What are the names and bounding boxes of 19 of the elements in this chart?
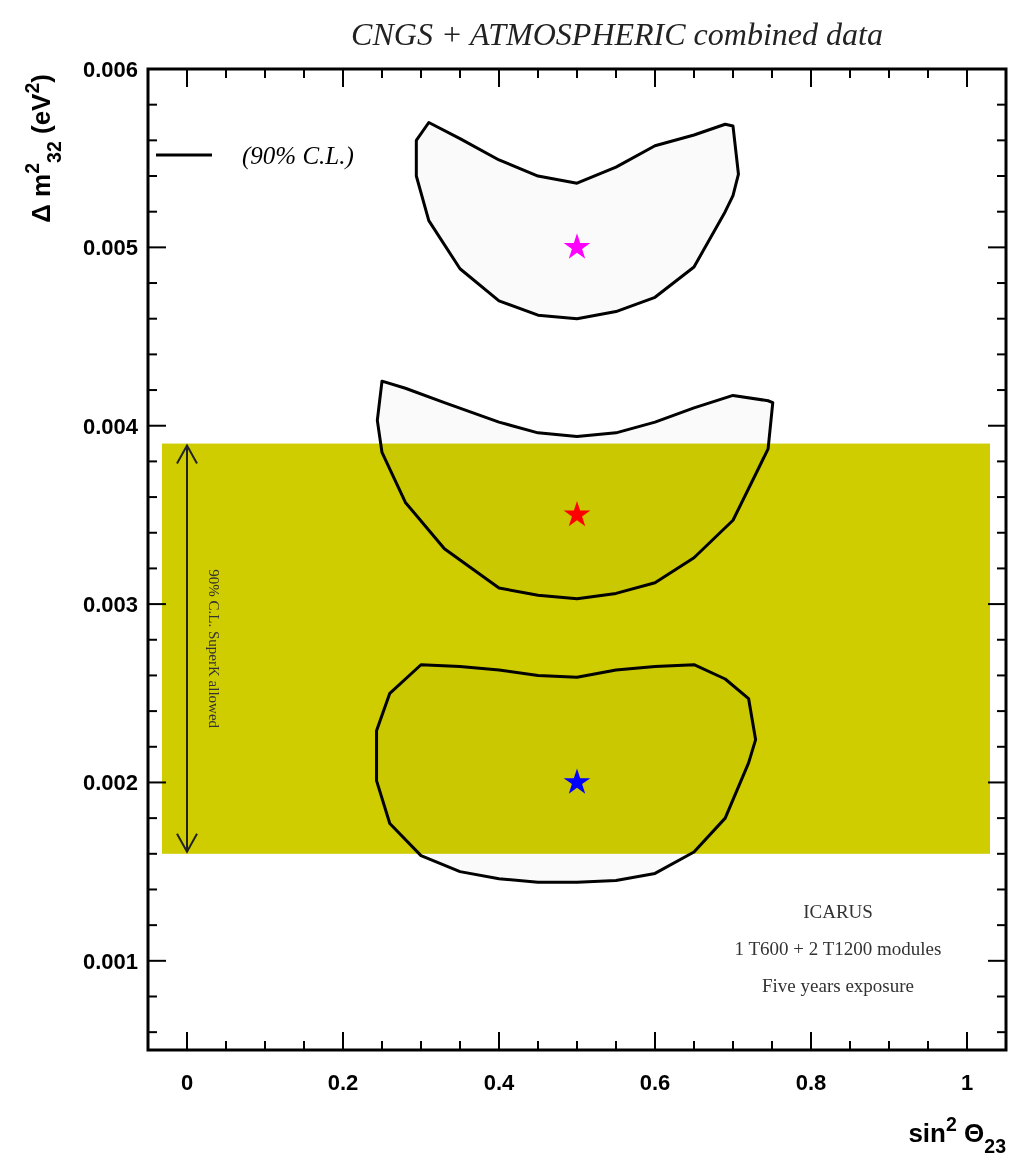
y-tick-label: 0.005 <box>82 235 138 261</box>
x-tick-label: 0.4 <box>483 1070 516 1095</box>
y-tick-label: 0.001 <box>82 948 138 974</box>
x-tick-label: 0 <box>180 1070 194 1095</box>
annotation: ICARUS <box>803 901 873 922</box>
legend-label: (90% C.L.) <box>242 142 354 170</box>
x-tick-label: 0.2 <box>327 1070 359 1095</box>
y-tick-label: 0.006 <box>82 57 138 82</box>
x-tick-label: 0.6 <box>639 1070 671 1095</box>
x-axis-title: sin$^{2}$ Θ$_{23}$ <box>908 1113 1007 1157</box>
annotation: Five years exposure <box>762 975 914 996</box>
y-tick-label: 0.004 <box>82 413 139 439</box>
chart-title: CNGS + ATMOSPHERIC combined data <box>351 16 883 52</box>
y-tick-label: 0.002 <box>82 770 138 796</box>
band-label: 90% C.L. SuperK allowed <box>206 569 222 729</box>
x-tick-label: 1 <box>960 1070 974 1095</box>
x-tick-label: 0.8 <box>795 1070 827 1095</box>
annotation: 1 T600 + 2 T1200 modules <box>734 938 942 959</box>
y-tick-label: 0.003 <box>82 592 138 618</box>
